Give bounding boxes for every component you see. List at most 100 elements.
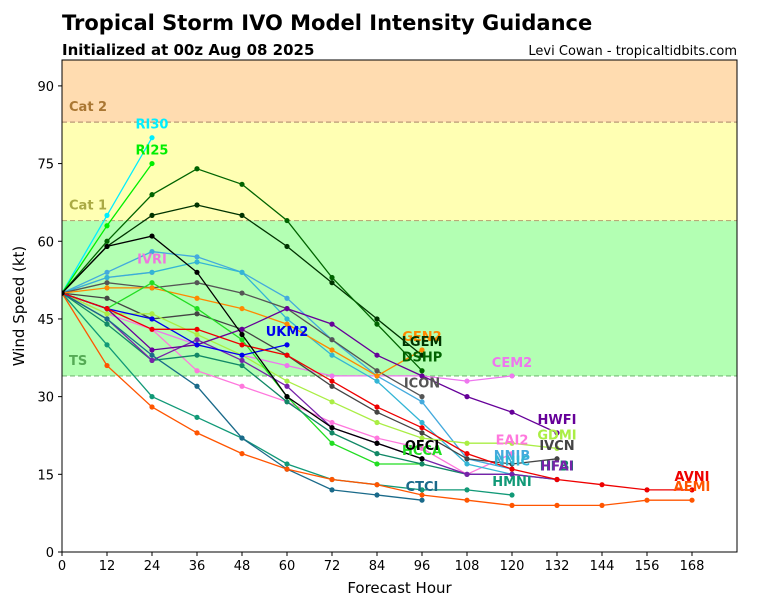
x-tick-label: 156 [635,559,660,574]
data-point [284,305,290,312]
series-hwfi [62,290,560,436]
data-point [464,471,470,477]
data-point [194,311,200,317]
data-point [374,461,380,467]
data-point [374,368,380,374]
series-label-ofci: OFCI [405,439,439,454]
data-point [194,326,200,332]
data-point [419,461,425,467]
data-point [509,461,515,467]
data-point [149,347,155,353]
data-point [329,321,335,327]
x-tick-label: 144 [590,559,615,574]
band-ts [62,220,737,376]
data-point [149,135,155,141]
x-tick-label: 120 [500,559,525,574]
band-cat-2 [62,60,737,123]
series-label-icon: ICON [404,377,440,392]
data-point [149,192,155,198]
data-point [284,362,290,369]
data-point [374,373,380,379]
data-point [149,326,155,332]
x-tick-label: 48 [234,559,251,574]
data-point [194,269,200,275]
y-tick-label: 90 [37,80,54,95]
data-point [509,466,515,472]
data-point [194,259,200,265]
data-point [284,394,290,400]
data-point [194,383,200,389]
series-label-ivcn: IVCN [539,439,574,454]
chart-subtitle: Initialized at 00z Aug 08 2025 [62,41,314,59]
data-point [419,430,425,436]
data-point [509,502,515,508]
data-point [104,280,110,286]
data-point [104,238,110,244]
data-point [329,487,335,493]
x-tick-label: 168 [680,559,705,574]
data-point [284,466,290,472]
y-tick-label: 0 [46,546,54,561]
data-point [554,430,560,436]
series-line [62,292,558,434]
series-label-ukm2: UKM2 [266,325,309,340]
data-point [419,352,425,358]
data-point [194,337,200,343]
series-label-hcca: HCCA [402,444,442,459]
data-point [284,378,290,384]
y-tick-label: 15 [37,468,54,483]
data-point [419,347,425,353]
series-label-dshp: DSHP [402,351,443,366]
data-point [329,274,335,281]
data-point [149,233,155,239]
data-point [419,492,425,498]
series-label-nnib: NNIB [494,449,531,464]
data-point [374,409,380,415]
data-point [239,357,245,363]
data-point [329,383,335,389]
data-point [374,316,380,322]
data-point [104,243,110,250]
data-point [374,378,380,384]
data-point [419,368,425,374]
y-axis-label: Wind Speed (kt) [10,246,28,367]
data-point [239,352,245,358]
data-point [329,378,335,384]
series-label-ivri: IVRI [137,252,167,267]
data-point [329,419,335,426]
chart-credit: Levi Cowan - tropicaltidbits.com [528,44,737,59]
data-point [239,290,245,296]
data-point [194,352,200,358]
intensity-bands: TS Cat 1 Cat 2 [62,60,737,552]
y-tick-label: 60 [37,235,54,250]
data-point [239,212,245,218]
data-point [599,482,605,488]
data-point [554,456,560,462]
series-label-hfai: HFAI [540,459,573,474]
x-tick-label: 24 [144,559,161,574]
data-point [329,347,335,353]
data-point [239,435,245,441]
series-label-gdmi: GDMI [537,428,576,443]
x-tick-label: 36 [189,559,206,574]
series-line [62,292,558,450]
data-point [554,445,560,452]
data-point [239,269,245,275]
data-point [329,399,335,405]
band-label: TS [69,354,87,369]
data-point [464,378,470,384]
data-point [104,362,110,369]
data-point [149,352,155,358]
data-point [149,160,155,167]
data-point [419,445,425,452]
data-point [104,316,110,322]
series-aemi [62,290,695,508]
x-tick-label: 60 [279,559,296,574]
data-point [284,243,290,250]
series-label-hmni: HMNI [492,475,532,490]
data-point [194,331,200,338]
data-point [194,305,200,312]
data-point [419,497,425,503]
data-point [284,217,290,224]
series-label-cem2: CEM2 [492,356,532,371]
